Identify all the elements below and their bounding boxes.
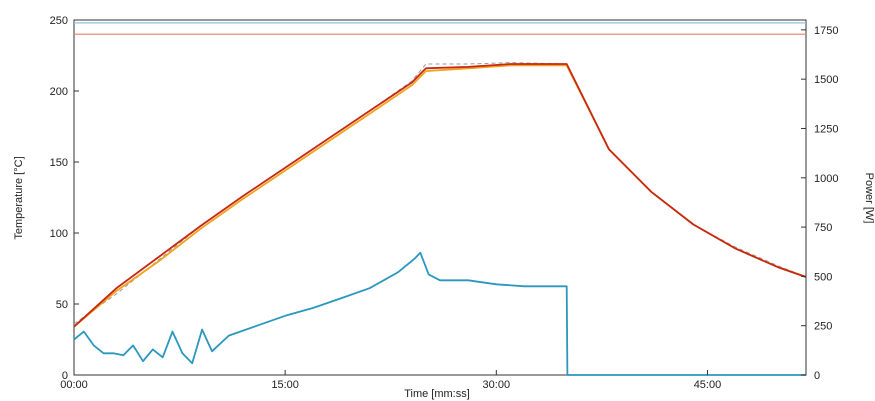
y-tick-label: 100	[50, 228, 68, 240]
y2-tick-label: 1250	[814, 123, 838, 135]
y-axis-title: Temperature [°C]	[13, 156, 25, 239]
y2-tick-label: 750	[814, 222, 832, 234]
x-tick-label: 00:00	[60, 379, 88, 391]
y-tick-label: 200	[50, 86, 68, 98]
y2-tick-label: 500	[814, 271, 832, 283]
y2-tick-label: 250	[814, 321, 832, 333]
series-line-2	[73, 64, 807, 328]
y-tick-label: 150	[50, 157, 68, 169]
y2-tick-label: 0	[814, 370, 820, 382]
y2-tick-label: 1750	[814, 25, 838, 37]
x-tick-label: 45:00	[694, 379, 722, 391]
y2-tick-label: 1500	[814, 74, 838, 86]
y2-axis-title: Power [W]	[863, 173, 875, 224]
y-tick-label: 50	[56, 299, 68, 311]
x-axis-title: Time [mm:ss]	[404, 388, 470, 400]
x-tick-label: 30:00	[483, 379, 511, 391]
y-tick-label: 0	[62, 370, 68, 382]
series-line-4	[73, 251, 806, 376]
series-line-1	[73, 62, 807, 325]
plot-border	[73, 19, 807, 376]
x-tick-label: 15:00	[271, 379, 299, 391]
plot-frame	[73, 19, 807, 376]
series-layer	[73, 62, 807, 376]
y-tick-label: 250	[50, 15, 68, 27]
reference-lines	[74, 22, 806, 35]
series-line-3	[73, 63, 807, 328]
axes: 00:00 15:00 30:00 45:00 0 50 100 150 200 250 0 250 5…	[50, 15, 839, 391]
y2-tick-label: 1000	[814, 173, 838, 185]
